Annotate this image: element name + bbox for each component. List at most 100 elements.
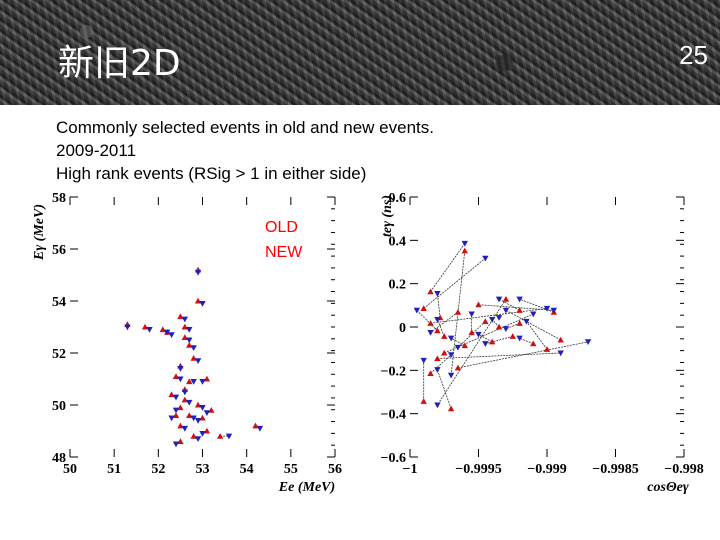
new-marker bbox=[516, 296, 523, 303]
new-marker bbox=[172, 394, 180, 401]
new-marker bbox=[543, 305, 551, 312]
old-marker bbox=[509, 333, 516, 339]
header-banner bbox=[0, 0, 720, 105]
x-tick-label: 54 bbox=[240, 462, 254, 477]
new-marker bbox=[434, 317, 441, 323]
new-marker bbox=[194, 269, 202, 276]
old-marker bbox=[447, 405, 455, 412]
new-marker bbox=[172, 407, 180, 414]
new-marker bbox=[550, 307, 558, 314]
old-marker bbox=[203, 375, 211, 382]
x-tick-label: 55 bbox=[284, 462, 298, 477]
pair-connector bbox=[478, 334, 493, 343]
new-marker bbox=[181, 316, 189, 323]
old-marker bbox=[181, 396, 189, 403]
old-marker bbox=[441, 333, 448, 339]
old-marker bbox=[159, 326, 166, 333]
new-marker bbox=[256, 425, 264, 432]
new-marker bbox=[186, 327, 193, 333]
old-marker bbox=[190, 355, 197, 361]
old-marker bbox=[516, 307, 523, 313]
legend-new-label: NEW bbox=[265, 244, 303, 261]
pair-connector bbox=[430, 311, 459, 333]
old-marker bbox=[441, 349, 448, 356]
new-marker bbox=[447, 372, 455, 379]
pair-connector bbox=[478, 304, 554, 311]
new-marker bbox=[434, 367, 441, 373]
new-marker bbox=[420, 357, 427, 364]
x-tick-label: −0.998 bbox=[664, 462, 703, 477]
new-marker bbox=[468, 311, 475, 318]
old-marker bbox=[194, 297, 202, 304]
description-line-1: Commonly selected events in old and new … bbox=[56, 118, 434, 137]
old-marker bbox=[557, 336, 564, 343]
new-marker bbox=[461, 240, 468, 247]
new-marker bbox=[557, 350, 564, 357]
pair-connector bbox=[437, 319, 445, 337]
new-marker bbox=[146, 327, 153, 333]
new-marker bbox=[203, 410, 211, 416]
y-tick-label: 52 bbox=[52, 347, 66, 362]
old-marker bbox=[454, 364, 462, 371]
new-marker bbox=[482, 255, 489, 262]
pair-connector bbox=[423, 257, 486, 309]
new-marker bbox=[434, 402, 441, 409]
old-marker bbox=[216, 433, 224, 439]
old-marker bbox=[420, 305, 427, 311]
new-marker bbox=[190, 415, 197, 422]
old-marker bbox=[177, 404, 184, 411]
x-axis-label: cosΘeγ bbox=[647, 480, 689, 495]
description-line-2: 2009-2011 bbox=[56, 141, 137, 160]
old-marker bbox=[194, 401, 202, 408]
page-number: 25 bbox=[679, 40, 708, 70]
x-tick-label: −1 bbox=[403, 462, 418, 477]
x-tick-label: −0.9995 bbox=[455, 462, 501, 477]
old-marker bbox=[427, 320, 434, 326]
pair-connector bbox=[491, 319, 500, 328]
x-tick-label: −0.999 bbox=[527, 462, 566, 477]
new-marker bbox=[434, 291, 441, 297]
new-marker bbox=[584, 339, 592, 346]
old-marker bbox=[186, 412, 193, 418]
old-marker bbox=[186, 342, 193, 348]
new-marker bbox=[225, 433, 233, 440]
old-marker bbox=[181, 334, 189, 340]
pair-connector bbox=[437, 293, 441, 318]
old-marker bbox=[461, 342, 468, 349]
legend-old-label: OLD bbox=[265, 219, 298, 236]
y-tick-label: −0.4 bbox=[381, 408, 406, 423]
old-marker bbox=[172, 412, 180, 418]
old-marker bbox=[434, 327, 441, 334]
old-marker bbox=[434, 355, 441, 362]
y-tick-label: 0.2 bbox=[389, 278, 407, 293]
pair-connector bbox=[430, 308, 548, 324]
x-axis-label: Ee (MeV) bbox=[278, 480, 335, 495]
pair-connector bbox=[430, 354, 452, 374]
x-tick-label: 50 bbox=[63, 462, 77, 477]
new-marker bbox=[530, 311, 537, 318]
y-axis-label: teγ (ns) bbox=[380, 195, 395, 237]
new-marker bbox=[168, 332, 175, 338]
old-marker bbox=[489, 338, 496, 345]
pair-connector bbox=[485, 335, 513, 345]
pair-connector bbox=[457, 341, 589, 369]
old-marker bbox=[468, 329, 475, 336]
new-marker bbox=[199, 431, 206, 437]
new-marker bbox=[495, 296, 503, 303]
new-marker bbox=[447, 352, 455, 359]
new-marker bbox=[427, 330, 434, 336]
old-marker bbox=[181, 323, 189, 330]
pair-connector bbox=[498, 298, 520, 311]
new-marker bbox=[181, 425, 189, 432]
old-marker bbox=[530, 340, 537, 347]
new-marker bbox=[172, 441, 180, 448]
new-marker bbox=[163, 329, 171, 336]
slide-title: 新旧2D bbox=[58, 43, 181, 84]
old-marker bbox=[208, 407, 215, 413]
new-marker bbox=[475, 331, 482, 338]
new-marker bbox=[186, 399, 193, 406]
pair-connector bbox=[437, 369, 452, 409]
new-marker bbox=[502, 307, 510, 314]
